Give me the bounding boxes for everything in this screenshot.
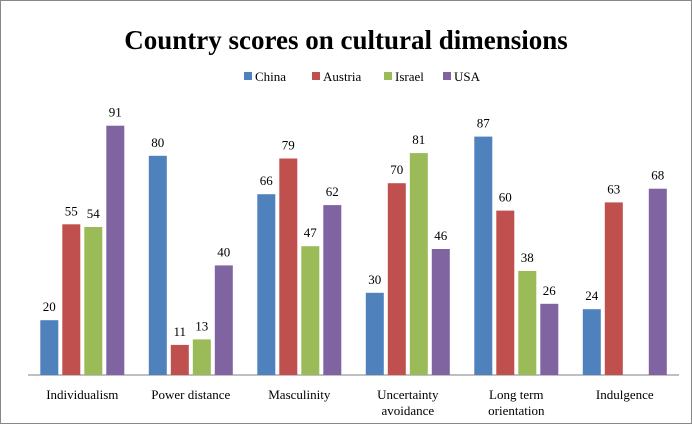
bar-china-long-term-orientation	[474, 136, 493, 375]
bar-usa-uncertainty-avoidance	[431, 249, 450, 375]
bar-china-power-distance	[148, 155, 167, 375]
bar-austria-indulgence	[604, 202, 623, 375]
bar-israel-long-term-orientation	[518, 270, 537, 375]
data-label-china-masculinity: 66	[260, 173, 274, 188]
bar-austria-uncertainty-avoidance	[387, 183, 406, 375]
category-labels-group: Individualism Power distance Masculinity Un…	[46, 387, 654, 418]
data-label-china-indulgence: 24	[585, 288, 599, 303]
category-label-uncertainty-avoidance: Uncertainty avoidance	[377, 387, 439, 418]
category-label-power-distance: Power distance	[151, 387, 230, 402]
legend-label-austria: Austria	[323, 69, 362, 84]
chart-title: Country scores on cultural dimensions	[124, 25, 568, 55]
data-label-austria-indulgence: 63	[607, 181, 620, 196]
data-label-austria-power-distance: 11	[174, 324, 187, 339]
data-label-israel-long-term-orientation: 38	[521, 250, 534, 265]
data-label-usa-masculinity: 62	[326, 184, 339, 199]
legend-swatch-usa	[443, 72, 451, 80]
bar-israel-masculinity	[301, 246, 320, 375]
data-label-china-individualism: 20	[43, 299, 56, 314]
data-label-usa-power-distance: 40	[217, 244, 230, 259]
legend-label-israel: Israel	[395, 69, 424, 84]
category-label-indulgence: Indulgence	[596, 387, 654, 402]
data-label-usa-uncertainty-avoidance: 46	[434, 228, 448, 243]
data-label-usa-individualism: 91	[109, 105, 122, 120]
bar-israel-uncertainty-avoidance	[409, 153, 428, 375]
bar-china-individualism	[40, 320, 59, 375]
category-label-long-term-orientation: Long term orientation	[488, 387, 545, 418]
legend-label-usa: USA	[454, 69, 481, 84]
legend-swatch-israel	[384, 72, 392, 80]
category-label-individualism: Individualism	[46, 387, 118, 402]
data-label-china-power-distance: 80	[151, 135, 164, 150]
legend: China Austria Israel USA	[244, 69, 481, 84]
data-label-israel-uncertainty-avoidance: 81	[412, 132, 425, 147]
data-label-austria-individualism: 55	[65, 203, 78, 218]
bar-usa-power-distance	[214, 265, 233, 375]
data-label-usa-long-term-orientation: 26	[543, 283, 557, 298]
bar-usa-indulgence	[648, 188, 667, 375]
bar-usa-masculinity	[323, 205, 342, 375]
data-labels-group: 20 55 54 91 80 11 13 40 66 79 47 62 30 70 81 46 87 60 38 26…	[43, 105, 664, 339]
bar-austria-individualism	[62, 224, 81, 375]
bar-usa-long-term-orientation	[540, 303, 559, 375]
category-label-masculinity: Masculinity	[268, 387, 331, 402]
bar-austria-long-term-orientation	[496, 210, 515, 375]
data-label-israel-individualism: 54	[87, 206, 101, 221]
data-label-usa-indulgence: 68	[651, 168, 664, 183]
bar-usa-individualism	[106, 125, 125, 375]
data-label-austria-uncertainty-avoidance: 70	[390, 162, 403, 177]
bar-israel-individualism	[84, 227, 103, 375]
legend-label-china: China	[255, 69, 286, 84]
bar-austria-masculinity	[279, 158, 298, 375]
bar-austria-power-distance	[170, 344, 189, 375]
legend-swatch-austria	[312, 72, 320, 80]
bar-china-indulgence	[582, 309, 601, 375]
legend-swatch-china	[244, 72, 252, 80]
data-label-austria-long-term-orientation: 60	[499, 190, 512, 205]
bar-china-masculinity	[257, 194, 276, 375]
bar-israel-power-distance	[192, 339, 211, 375]
data-label-china-uncertainty-avoidance: 30	[368, 272, 381, 287]
bars-group	[40, 125, 667, 375]
data-label-austria-masculinity: 79	[282, 138, 295, 153]
bar-china-uncertainty-avoidance	[365, 292, 384, 375]
data-label-israel-masculinity: 47	[304, 225, 318, 240]
data-label-china-long-term-orientation: 87	[477, 116, 491, 131]
data-label-israel-power-distance: 13	[195, 318, 208, 333]
